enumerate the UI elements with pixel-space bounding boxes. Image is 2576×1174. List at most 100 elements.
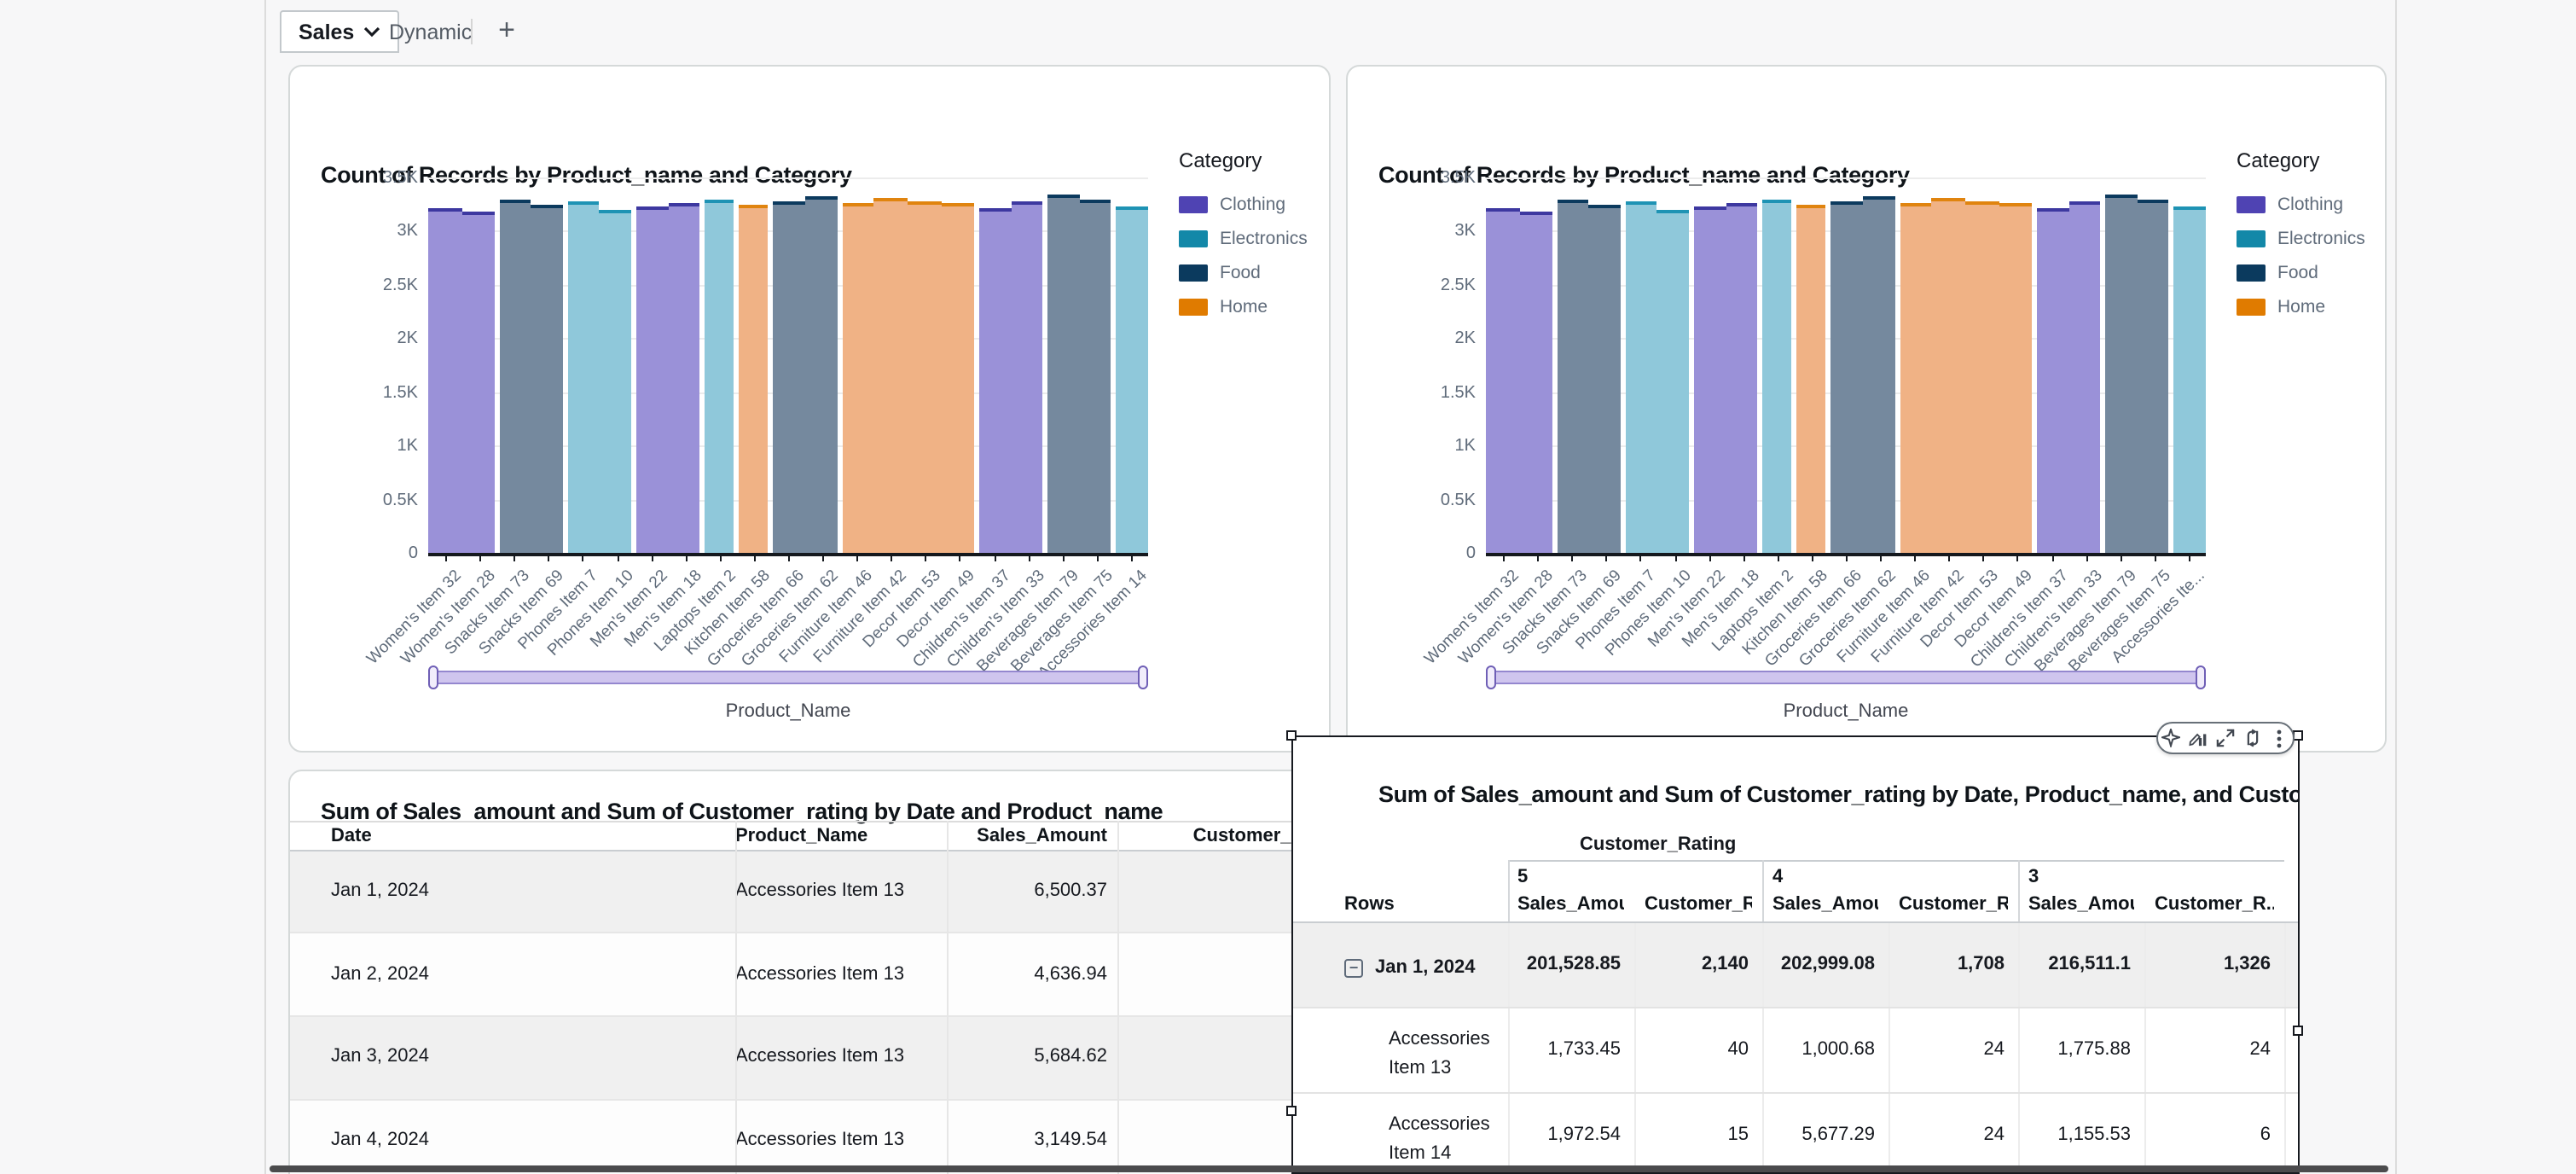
area-segment-home[interactable]	[842, 203, 874, 553]
area-segment-home[interactable]	[1931, 197, 1966, 553]
area-segment-clothing[interactable]	[1486, 207, 1521, 553]
x-axis-tick	[2120, 555, 2122, 561]
resize-handle-right-mid[interactable]	[2293, 1026, 2303, 1036]
pivot-row[interactable]: Accessories Item 13 1,733.45 40 1,000.68 24 1…	[1293, 1008, 2298, 1093]
area-segment-food[interactable]	[1079, 200, 1111, 553]
pivot-group-header-4: 4	[1772, 867, 1784, 887]
y-axis-tick-label: 3K	[397, 222, 418, 241]
legend-swatch-clothing-icon	[2237, 196, 2266, 213]
area-segment-food[interactable]	[2105, 195, 2138, 553]
legend-item-clothing[interactable]: Clothing	[2237, 195, 2343, 215]
table-row[interactable]: Jan 2, 2024 Accessories Item 13 4,636.94 5	[290, 933, 1329, 1017]
area-segment-electronics[interactable]	[2173, 206, 2206, 553]
x-axis-tick	[2051, 555, 2054, 561]
horizontal-scrollbar[interactable]	[270, 1165, 2388, 1172]
table-cell: 9	[1117, 1046, 1312, 1066]
slider-handle-right[interactable]	[1138, 665, 1148, 689]
table-row[interactable]: Jan 3, 2024 Accessories Item 13 5,684.62 9	[290, 1016, 1329, 1101]
x-axis-range-slider[interactable]	[428, 665, 1148, 689]
x-axis-tick	[719, 555, 722, 561]
area-segment-home[interactable]	[739, 205, 769, 553]
x-axis-range-slider[interactable]	[1486, 665, 2206, 689]
legend-label: Home	[1220, 297, 1268, 317]
area-segment-home[interactable]	[1965, 201, 2000, 553]
slider-handle-left[interactable]	[1486, 665, 1496, 689]
area-segment-clothing[interactable]	[462, 212, 495, 553]
visual-pivot-table-selected[interactable]: Sum of Sales_amount and Sum of Customer_…	[1291, 735, 2300, 1174]
area-segment-food[interactable]	[805, 196, 838, 553]
area-segment-electronics[interactable]	[567, 201, 600, 553]
pivot-cell: 1,155.53	[2057, 1124, 2131, 1144]
area-segment-clothing[interactable]	[2037, 207, 2069, 553]
menu-kebab-icon[interactable]	[2266, 724, 2292, 752]
area-segment-home[interactable]	[942, 203, 975, 553]
area-segment-home[interactable]	[1796, 205, 1826, 553]
pivot-row[interactable]: − Jan 1, 2024 201,528.85 2,140 202,999.08 1,7…	[1293, 922, 2298, 1008]
legend-item-home[interactable]: Home	[1179, 297, 1268, 317]
column-divider	[1507, 1093, 1509, 1172]
legend-item-food[interactable]: Food	[1179, 263, 1261, 283]
area-segment-electronics[interactable]	[1656, 209, 1690, 553]
column-divider	[1117, 821, 1118, 851]
area-segment-food[interactable]	[1863, 196, 1895, 553]
area-segment-clothing[interactable]	[1520, 212, 1552, 553]
slider-handle-left[interactable]	[428, 665, 438, 689]
table-cell: Accessories Item 13	[735, 880, 905, 901]
tab-dynamic[interactable]: Dynamic	[375, 10, 485, 53]
visual-table: Sum of Sales_amount and Sum of Customer_…	[288, 770, 1349, 1174]
resize-handle-top-left[interactable]	[1286, 730, 1297, 741]
table-cell: 5	[1117, 963, 1312, 984]
table-row[interactable]: Jan 4, 2024 Accessories Item 13 3,149.54 6	[290, 1100, 1329, 1174]
change-visual-icon[interactable]	[2240, 724, 2266, 752]
area-segment-clothing[interactable]	[636, 206, 669, 553]
area-segment-electronics[interactable]	[599, 209, 632, 553]
area-segment-electronics[interactable]	[1116, 206, 1148, 553]
area-segment-electronics[interactable]	[1762, 200, 1792, 553]
area-segment-electronics[interactable]	[1625, 201, 1657, 553]
area-segment-food[interactable]	[499, 199, 531, 553]
resize-handle-left-mid[interactable]	[1286, 1106, 1297, 1116]
legend-swatch-home-icon	[1179, 299, 1208, 316]
x-axis-tick	[617, 555, 619, 561]
y-axis-tick-label: 0.5K	[382, 491, 418, 510]
area-segment-food[interactable]	[1047, 195, 1080, 553]
area-segment-clothing[interactable]	[979, 207, 1012, 553]
area-segment-clothing[interactable]	[1694, 206, 1726, 553]
maximize-icon[interactable]	[2213, 724, 2238, 752]
legend-item-food[interactable]: Food	[2237, 263, 2318, 283]
area-segment-food[interactable]	[1830, 201, 1864, 553]
add-sheet-button[interactable]: +	[488, 12, 525, 49]
legend-item-electronics[interactable]: Electronics	[1179, 229, 1308, 249]
area-segment-home[interactable]	[908, 201, 943, 553]
pivot-row-header: − Jan 1, 2024	[1344, 953, 1532, 982]
area-segment-clothing[interactable]	[428, 207, 463, 553]
legend-item-clothing[interactable]: Clothing	[1179, 195, 1285, 215]
area-segment-clothing[interactable]	[668, 203, 700, 553]
area-segment-home[interactable]	[1900, 203, 1932, 553]
area-segment-food[interactable]	[773, 201, 806, 553]
area-segment-clothing[interactable]	[1011, 201, 1043, 553]
pivot-row[interactable]: Accessories Item 14 1,972.54 15 5,677.29 24 1…	[1293, 1093, 2298, 1172]
area-segment-home[interactable]	[1999, 203, 2033, 553]
collapse-row-button[interactable]: −	[1344, 958, 1363, 977]
column-divider	[946, 1016, 948, 1101]
pivot-title: Sum of Sales_amount and Sum of Customer_…	[1378, 782, 2298, 807]
area-segment-home[interactable]	[873, 197, 908, 553]
sparkle-icon[interactable]	[2159, 724, 2184, 752]
area-segment-food[interactable]	[1588, 204, 1621, 553]
edit-visual-icon[interactable]	[2185, 724, 2211, 752]
area-segment-food[interactable]	[2137, 200, 2169, 553]
area-segment-clothing[interactable]	[1726, 203, 1758, 553]
x-axis-tick	[1777, 555, 1779, 561]
tab-sales[interactable]: Sales	[280, 10, 399, 53]
legend-item-home[interactable]: Home	[2237, 297, 2325, 317]
legend-item-electronics[interactable]: Electronics	[2237, 229, 2365, 249]
area-segment-clothing[interactable]	[2068, 201, 2101, 553]
x-axis-tick	[479, 555, 482, 561]
area-segment-electronics[interactable]	[705, 200, 734, 553]
slider-handle-right[interactable]	[2196, 665, 2206, 689]
legend-swatch-food-icon	[2237, 264, 2266, 282]
area-segment-food[interactable]	[1557, 199, 1589, 553]
table-row[interactable]: Jan 1, 2024 Accessories Item 13 6,500.37 9	[290, 851, 1329, 934]
area-segment-food[interactable]	[531, 204, 563, 553]
